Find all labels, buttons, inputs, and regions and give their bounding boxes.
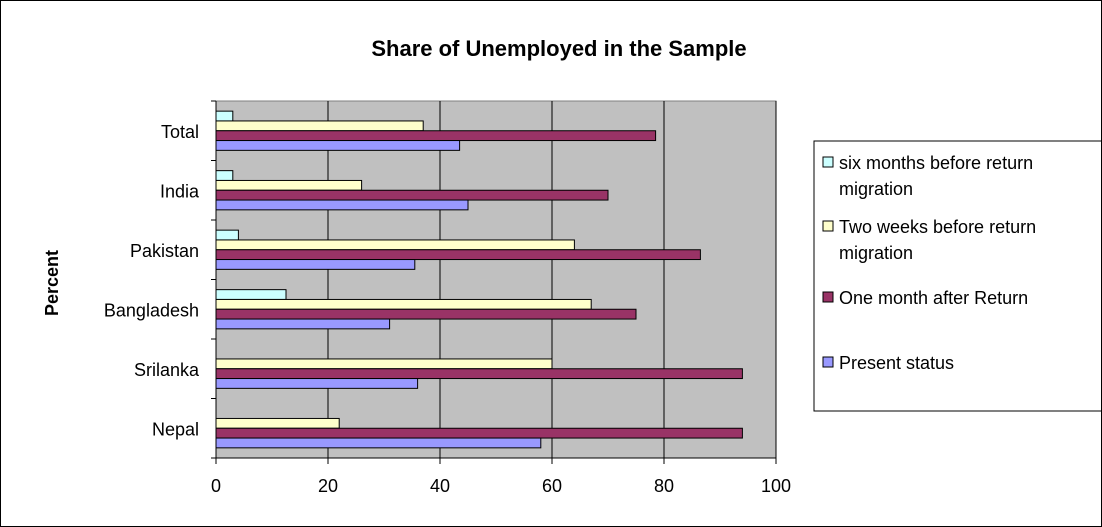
bar [215, 179, 363, 191]
legend-entry: migration [839, 179, 913, 199]
bar [215, 437, 542, 449]
plot-background [215, 100, 777, 459]
plot-area: Total India Pakistan Bangladesh Srilanka Nepa… [104, 100, 791, 496]
x-tick-label: 0 [211, 476, 221, 496]
legend: six months before return migration Two wee… [813, 140, 1101, 412]
bar [215, 259, 416, 270]
legend-entry: Present status [839, 353, 954, 373]
legend-swatch [822, 156, 834, 168]
legend-swatch [822, 220, 834, 232]
category-label: Bangladesh [104, 300, 199, 320]
bar [215, 199, 469, 211]
bar [215, 308, 637, 320]
bar [215, 130, 657, 142]
bar [215, 298, 592, 310]
bar [215, 249, 701, 261]
bar [215, 170, 234, 181]
category-label: Pakistan [130, 241, 199, 261]
bar [215, 289, 287, 300]
x-tick-label: 20 [318, 476, 338, 496]
x-tick-label: 100 [761, 476, 791, 496]
chart-title: Share of Unemployed in the Sample [371, 36, 746, 61]
category-label: Total [161, 122, 199, 142]
bar [215, 120, 424, 132]
bar [215, 229, 239, 241]
legend-entry: six months before return [839, 153, 1033, 173]
bar [215, 378, 419, 389]
y-axis-label: Percent [42, 250, 62, 316]
x-tick-label: 40 [430, 476, 450, 496]
bar [215, 239, 575, 251]
bar [215, 427, 743, 439]
category-label: India [160, 181, 200, 201]
category-label: Srilanka [134, 360, 200, 380]
legend-swatch [822, 291, 834, 303]
bar [215, 318, 391, 330]
x-tick-label: 60 [542, 476, 562, 496]
bar [215, 358, 553, 370]
legend-entry: One month after Return [839, 288, 1028, 308]
legend-entry: migration [839, 243, 913, 263]
bar [215, 189, 609, 201]
x-tick-label: 80 [654, 476, 674, 496]
category-label: Nepal [152, 419, 199, 439]
bar [215, 417, 340, 429]
bar [215, 140, 461, 151]
legend-entry: Two weeks before return [839, 217, 1036, 237]
bar [215, 110, 234, 122]
legend-swatch [822, 356, 834, 368]
legend-box [813, 140, 1101, 412]
bar [215, 368, 743, 380]
